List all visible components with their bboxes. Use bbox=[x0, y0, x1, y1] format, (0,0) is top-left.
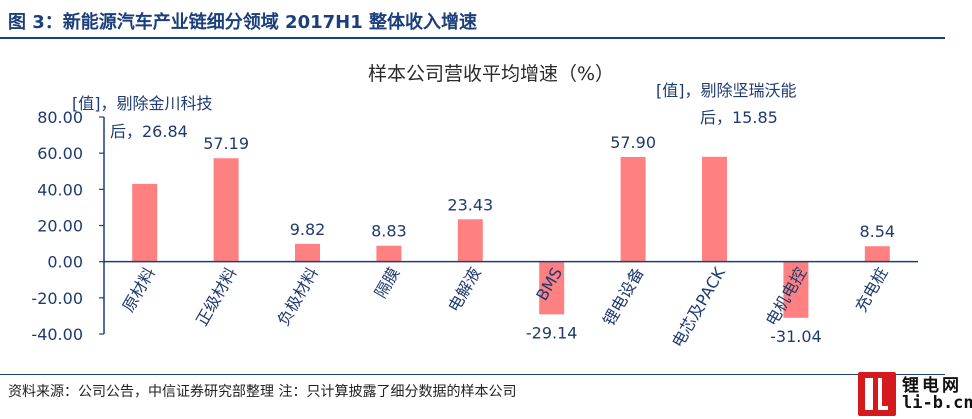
category-label-3: 负极材料 bbox=[274, 264, 322, 329]
y-tick-label: 80.00 bbox=[37, 108, 83, 127]
category-label-1: 原材料 bbox=[119, 264, 159, 315]
bar-6 bbox=[539, 261, 565, 315]
y-tick-label: 0.00 bbox=[47, 253, 83, 272]
category-label-8: 电芯及PACK bbox=[668, 264, 729, 351]
value-label-10: 8.54 bbox=[859, 222, 895, 241]
site-logo: 锂电网 li-b.cn bbox=[854, 368, 972, 419]
value-label-7: 57.90 bbox=[610, 133, 656, 152]
chart-title: 样本公司营收平均增速（%） bbox=[368, 63, 614, 85]
value-label-4: 8.83 bbox=[371, 222, 407, 241]
logo-text: 锂电网 bbox=[902, 376, 962, 396]
bar-4 bbox=[376, 245, 402, 262]
bar-1 bbox=[132, 183, 158, 262]
title-rule bbox=[0, 37, 945, 39]
annotation-2-line-2: 后，15.85 bbox=[700, 108, 778, 127]
value-label-2: 57.19 bbox=[203, 134, 249, 153]
category-label-10: 充电桩 bbox=[851, 264, 891, 315]
value-label-5: 23.43 bbox=[447, 195, 493, 214]
bar-chart: 样本公司营收平均增速（%） 80.00 60.00 40.00 20.00 0.00 -20… bbox=[31, 63, 918, 351]
bar-5 bbox=[457, 219, 483, 262]
value-label-9: -31.04 bbox=[770, 327, 822, 346]
category-label-7: 锂电设备 bbox=[599, 264, 647, 329]
logo-mark-icon bbox=[858, 372, 896, 416]
footer-rule bbox=[0, 374, 945, 375]
y-tick-label: 40.00 bbox=[37, 180, 83, 199]
value-label-3: 9.82 bbox=[290, 220, 326, 239]
logo-url: li-b.cn bbox=[902, 393, 972, 413]
category-label-5: 电解液 bbox=[444, 264, 484, 315]
bar-2 bbox=[213, 158, 239, 262]
bar-10 bbox=[864, 246, 890, 262]
annotation-1-line-2: 后，26.84 bbox=[110, 122, 188, 141]
y-tick-label: -40.00 bbox=[31, 325, 83, 344]
bar-9 bbox=[783, 261, 809, 318]
annotation-1-line-1: [值]，剔除金川科技 bbox=[72, 94, 213, 113]
y-tick-label: 20.00 bbox=[37, 217, 83, 236]
bar-3 bbox=[295, 243, 320, 262]
category-label-2: 正级材料 bbox=[192, 264, 240, 329]
source-note: 资料来源：公司公告，中信证券研究部整理 注：只计算披露了细分数据的样本公司 bbox=[8, 384, 517, 400]
y-tick-label: -20.00 bbox=[31, 289, 83, 308]
y-tick-label: 60.00 bbox=[37, 144, 83, 163]
bar-7 bbox=[620, 156, 646, 262]
figure-header: 图 3：新能源汽车产业链细分领域 2017H1 整体收入增速 bbox=[0, 0, 972, 40]
annotation-2-line-1: [值]，剔除坚瑞沃能 bbox=[656, 81, 797, 100]
figure-title: 图 3：新能源汽车产业链细分领域 2017H1 整体收入增速 bbox=[8, 12, 478, 33]
bar-8 bbox=[702, 156, 727, 262]
value-label-6: -29.14 bbox=[526, 323, 578, 342]
category-label-4: 隔膜 bbox=[371, 264, 403, 301]
